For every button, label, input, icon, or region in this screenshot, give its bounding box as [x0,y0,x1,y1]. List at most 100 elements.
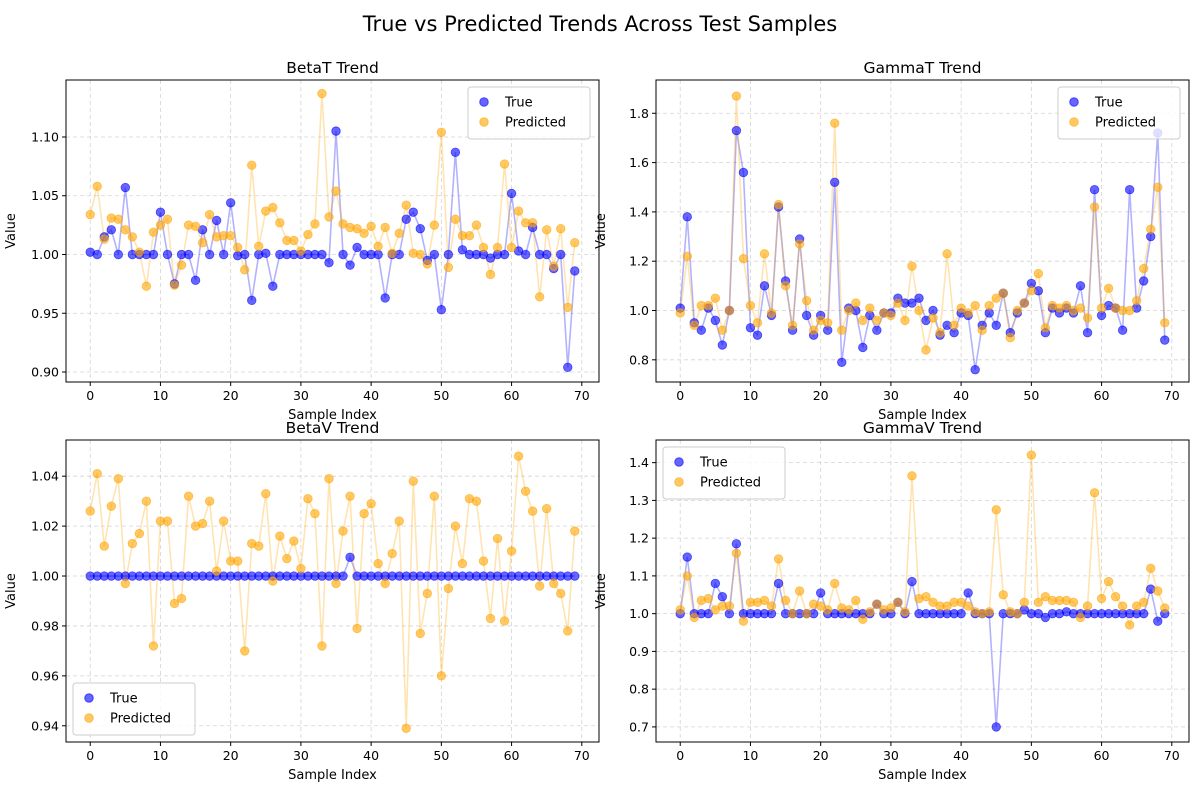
data-point-predicted [766,601,777,611]
data-point-true [408,207,418,217]
data-point-predicted [127,538,138,549]
data-point-predicted [703,593,714,604]
data-point-predicted [851,298,861,308]
data-point-predicted [808,325,819,335]
data-point-predicted [914,305,924,316]
axes-frame [65,439,600,743]
data-point-true [415,223,425,234]
data-point-predicted [724,601,735,611]
legend-marker-true [84,693,94,703]
data-point-predicted [998,590,1008,600]
data-point-true [815,588,826,598]
legend-box [72,682,196,736]
data-point-true [506,188,517,199]
data-point-predicted [464,231,475,241]
data-point-true [499,249,510,260]
data-point-predicted [520,486,531,496]
data-point-predicted [296,563,306,574]
data-point-predicted [570,238,580,248]
data-point-predicted [984,300,994,311]
data-point-predicted [682,571,692,581]
data-point-predicted [380,578,390,589]
legend-label-true: True [1094,96,1123,111]
data-point-predicted [949,320,959,330]
data-point-true [914,293,924,303]
subplot-title: BetaT Trend [286,59,379,77]
y-tick-label: 1.2 [629,531,649,546]
data-point-predicted [499,159,510,169]
data-point-predicted [436,127,447,137]
legend-marker-predicted [674,477,684,487]
data-point-predicted [830,118,840,128]
data-point-predicted [1012,305,1023,316]
x-tick-label: 20 [813,388,829,403]
data-point-predicted [787,320,798,330]
data-point-predicted [963,601,973,611]
data-point-predicted [865,607,875,617]
x-tick-label: 50 [1023,748,1039,763]
data-point-predicted [717,325,728,335]
subplot-title: GammaT Trend [863,59,981,77]
data-point-predicted [773,554,784,564]
axes-frame [655,79,1190,383]
data-point-predicted [1089,488,1100,498]
data-point-predicted [1033,268,1044,279]
data-point-predicted [394,228,404,239]
data-point-true [211,215,222,226]
data-point-predicted [422,588,433,599]
data-point-predicted [457,558,468,569]
data-point-predicted [822,318,833,328]
data-point-true [120,182,131,193]
data-point-predicted [563,626,573,636]
data-point-predicted [689,320,699,330]
legend-box [467,86,591,140]
data-point-predicted [752,318,763,328]
data-point-predicted [766,308,777,318]
data-point-predicted [1139,597,1149,608]
data-point-true [183,249,194,260]
data-point-true [745,323,756,333]
axes-frame [65,79,600,383]
data-point-predicted [886,310,896,321]
subplot-0: 0 10 20 30 40 50 60 70 0.90 0.95 1.00 1.05 1.10 BetaT… [4,59,600,423]
data-point-predicted [317,88,327,99]
data-point-predicted [204,209,215,220]
data-point-predicted [1103,283,1114,294]
data-point-predicted [380,222,390,233]
data-point-predicted [443,262,454,273]
data-point-predicted [232,556,243,566]
data-point-predicted [113,214,124,224]
data-point-predicted [268,576,278,586]
data-point-predicted [436,671,447,681]
x-tick-label: 10 [152,388,168,403]
data-point-predicted [387,548,397,559]
data-point-true [570,571,580,581]
x-tick-label: 30 [883,388,899,403]
data-point-predicted [162,214,173,224]
x-tick-label: 60 [504,748,520,763]
data-point-predicted [324,473,334,484]
data-point-predicted [155,220,166,230]
data-point-predicted [218,516,229,526]
x-tick-label: 10 [742,388,758,403]
data-point-true [738,167,749,178]
x-axis-label: Sample Index [288,408,377,423]
data-point-predicted [731,91,742,101]
y-tick-label: 1.02 [31,519,59,534]
data-point-predicted [780,281,791,291]
data-point-predicted [1012,608,1023,619]
data-point-predicted [794,239,805,249]
data-point-predicted [780,595,791,606]
legend: True Predicted [1057,86,1181,140]
data-point-predicted [921,345,931,355]
data-point-true [204,249,215,260]
data-point-true [155,207,166,217]
data-point-true [268,281,278,291]
data-point-predicted [977,325,987,335]
data-point-predicted [338,526,348,536]
data-point-predicted [1131,295,1142,306]
data-point-true [401,214,411,224]
data-point-true [556,249,566,260]
y-tick-label: 1.04 [31,469,59,484]
